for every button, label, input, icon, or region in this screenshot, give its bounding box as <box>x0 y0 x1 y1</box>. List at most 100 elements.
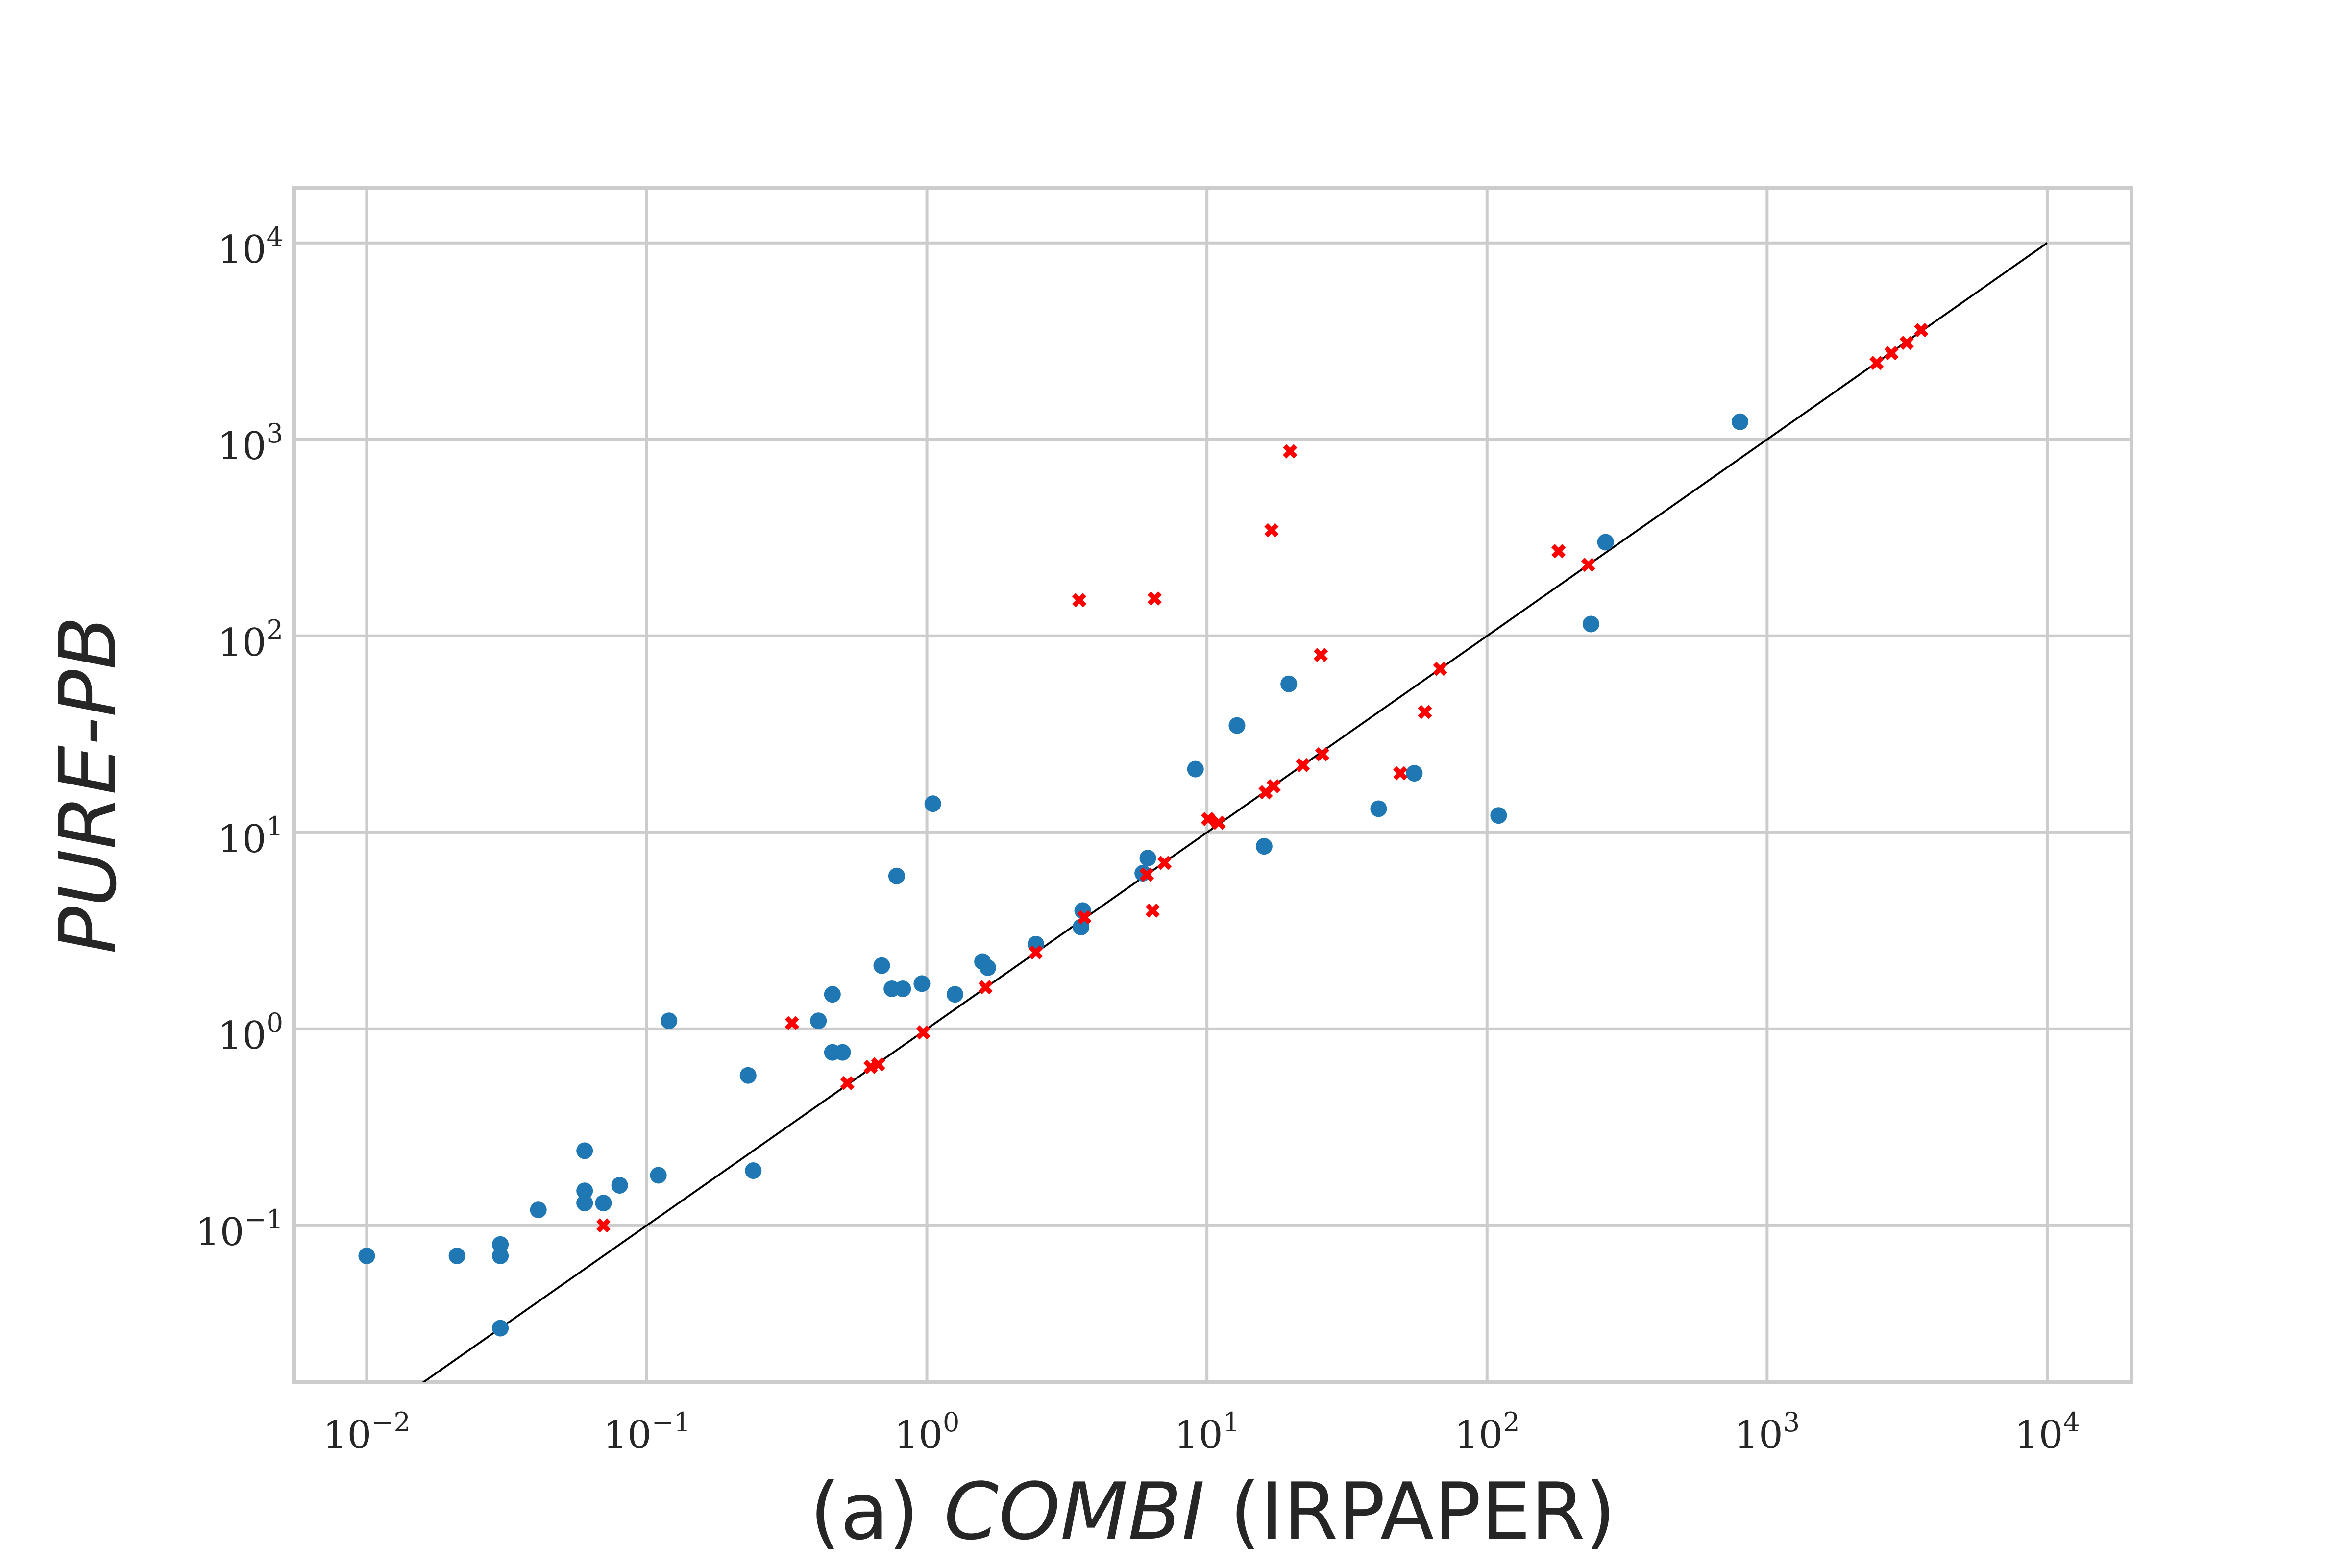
x-tick-label: 104 <box>2014 1407 2080 1457</box>
x-tick-label-base: 10 <box>1174 1413 1223 1457</box>
x-tick-label-base: 10 <box>323 1413 371 1457</box>
data-point-x-stroke <box>1145 903 1160 918</box>
data-point-circle <box>576 1195 593 1212</box>
data-point-x-stroke <box>1914 323 1929 338</box>
data-point-x <box>1157 856 1172 870</box>
x-tick-label: 10−2 <box>323 1407 411 1457</box>
data-point-x <box>1266 779 1281 793</box>
data-point-circle <box>739 1067 757 1084</box>
data-point-x <box>1418 705 1432 719</box>
x-tick-labels: 10−2 10−1 100 101 102 103 104 <box>323 1407 2080 1457</box>
data-point-x <box>871 1057 885 1072</box>
data-point-circle <box>834 1044 851 1061</box>
y-tick-label-exponent: 1 <box>267 811 283 842</box>
x-tick-label-base: 10 <box>1454 1413 1503 1457</box>
data-point-x <box>1283 444 1298 459</box>
y-tick-label-base: 10 <box>218 424 266 468</box>
data-point-x-stroke <box>1296 758 1310 773</box>
data-point-x-stroke <box>871 1057 885 1072</box>
data-point-x <box>596 1218 611 1233</box>
data-point-x-stroke <box>1869 356 1884 370</box>
x-axis-label-part: (a) <box>810 1466 944 1557</box>
data-point-circle <box>611 1176 628 1194</box>
data-point-circle <box>448 1247 466 1264</box>
data-point-circle <box>888 867 905 884</box>
data-point-circle <box>745 1162 762 1179</box>
y-tick-label: 102 <box>218 614 283 665</box>
data-point-x-stroke <box>1211 815 1226 830</box>
data-point-x <box>1077 910 1092 925</box>
data-point-x-stroke <box>1029 945 1043 960</box>
data-point-x <box>978 980 993 995</box>
x-tick-label-exponent: −2 <box>371 1407 411 1438</box>
data-point-x-stroke <box>1393 766 1408 781</box>
x-tick-label-exponent: 4 <box>2063 1407 2080 1438</box>
y-tick-label: 101 <box>218 811 283 861</box>
data-point-circle <box>979 959 996 976</box>
y-tick-label: 103 <box>218 418 283 468</box>
data-point-x <box>1869 356 1884 370</box>
data-point-circle <box>1187 760 1204 778</box>
data-point-x <box>1314 648 1328 662</box>
reference-line-group <box>422 242 2048 1382</box>
plot-frame <box>292 186 2133 1384</box>
data-point-circle <box>913 975 931 992</box>
x-tick-label-base: 10 <box>1735 1413 1783 1457</box>
x-tick-label-exponent: −1 <box>652 1407 691 1438</box>
y-tick-label: 10−1 <box>196 1204 283 1254</box>
y-tick-label-base: 10 <box>218 621 266 665</box>
data-point-x-stroke <box>596 1218 611 1233</box>
data-point-x-stroke <box>1433 662 1447 676</box>
x-tick-label-exponent: 2 <box>1503 1407 1519 1438</box>
data-point-x <box>1884 346 1899 361</box>
data-point-circle <box>873 957 890 974</box>
data-point-circle <box>650 1167 667 1184</box>
data-point-circle <box>1280 675 1298 692</box>
data-point-circle <box>530 1201 547 1219</box>
x-axis-label-part: COMBI <box>944 1466 1205 1557</box>
data-point-circle <box>576 1182 593 1200</box>
data-point-x <box>1072 593 1087 608</box>
data-point-x <box>1029 945 1043 960</box>
y-tick-label-base: 10 <box>218 228 266 272</box>
data-point-circle <box>358 1247 375 1264</box>
x-tick-label: 103 <box>1735 1407 1800 1457</box>
data-point-x <box>1264 523 1279 538</box>
data-point-x <box>1296 758 1310 773</box>
data-point-circle <box>894 980 911 997</box>
data-point-x <box>1139 867 1154 882</box>
data-point-circle <box>1406 765 1423 782</box>
data-point-x-stroke <box>1147 591 1162 606</box>
data-point-x-stroke <box>1581 558 1596 572</box>
data-point-circle <box>824 986 841 1003</box>
data-point-x-stroke <box>1314 648 1328 662</box>
data-point-circle <box>1490 807 1507 824</box>
data-point-circle <box>576 1142 593 1159</box>
data-point-circle <box>1228 717 1246 734</box>
data-point-circle <box>1073 918 1090 935</box>
data-point-x-stroke <box>916 1025 931 1040</box>
data-point-circle <box>810 1012 827 1029</box>
data-point-x-stroke <box>1884 346 1899 361</box>
data-point-x <box>840 1076 855 1090</box>
data-point-x-stroke <box>1315 747 1329 761</box>
data-point-x-stroke <box>1072 593 1087 608</box>
data-point-x <box>784 1016 799 1030</box>
y-tick-label-exponent: 2 <box>267 614 283 645</box>
data-point-circle <box>595 1195 612 1212</box>
x-tick-label: 100 <box>894 1407 960 1457</box>
x-tick-label: 102 <box>1454 1407 1520 1457</box>
data-point-circle <box>492 1320 509 1337</box>
data-point-x-stroke <box>1418 705 1432 719</box>
y-tick-label-base: 10 <box>218 817 266 861</box>
data-point-x-stroke <box>1157 856 1172 870</box>
y-tick-label-base: 10 <box>196 1210 244 1254</box>
y-tick-label-base: 10 <box>218 1014 266 1058</box>
data-point-x-stroke <box>1551 544 1566 559</box>
data-point-circle <box>492 1236 509 1253</box>
data-point-x-stroke <box>1139 867 1154 882</box>
data-point-x <box>1145 903 1160 918</box>
data-point-x <box>1315 747 1329 761</box>
